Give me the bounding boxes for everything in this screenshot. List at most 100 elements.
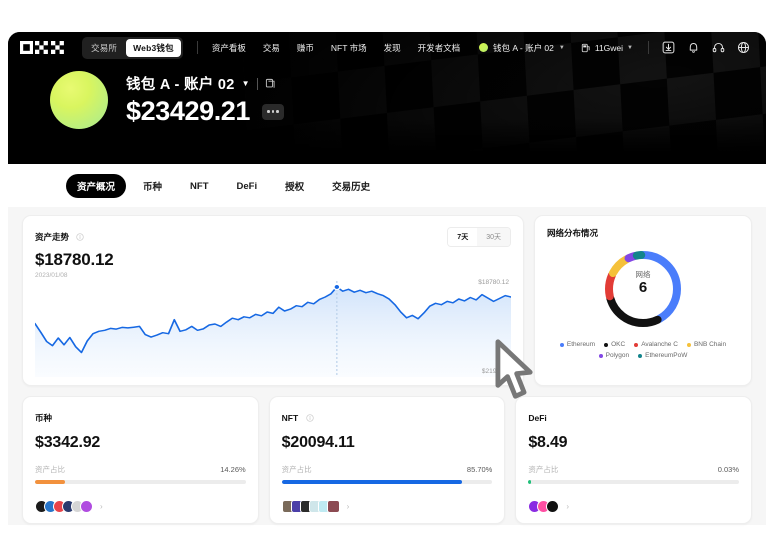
segment-exchange[interactable]: 交易所 [91,42,118,53]
bell-icon[interactable] [683,37,704,58]
asset-trend-chart[interactable]: $18780.12 $2190.26 [35,279,533,399]
chevron-right-icon[interactable]: › [100,502,103,511]
legend-dot-icon [638,353,643,358]
defi-icon-row[interactable]: › [528,500,739,513]
nft-card-title: NFT [281,413,299,423]
product-switcher: 交易所 Web3钱包 [82,36,183,59]
tokens-card: 币种 $3342.92 资产占比 14.26% › [22,396,259,524]
tab-nft[interactable]: NFT [190,180,209,192]
legend-item-avalanche-c[interactable]: Avalanche C [634,341,678,348]
tokens-card-header: 币种 [35,408,246,426]
total-balance: $23429.21 [126,96,251,126]
chevron-right-icon[interactable]: › [566,502,570,511]
token-avatar-stack [35,500,93,513]
nft-card: NFT $20094.11 资产占比 85.70% [268,396,506,524]
legend-dot-icon [686,342,691,347]
nft-ratio-row: 资产占比 85.70% [282,464,493,475]
defi-ratio-row: 资产占比 0.03% [528,464,739,475]
nav-link-developer-docs[interactable]: 开发者文档 [417,42,461,53]
asset-trend-header: 资产走势 $18780.12 2023/01/08 7天 30天 [35,227,511,279]
hero-bottom-fade [8,118,766,164]
asset-trend-heading: 资产走势 $18780.12 2023/01/08 [35,227,114,279]
more-options-icon[interactable] [262,103,285,120]
nav-link-trade[interactable]: 交易 [262,42,280,53]
donut-center-title: 网络 [635,270,651,279]
tab-defi[interactable]: DeFi [236,180,258,192]
donut-svg [605,251,681,327]
asset-trend-date: 2023/01/08 [35,272,68,279]
defi-progress-fill [528,480,531,484]
segment-web3-wallet[interactable]: Web3钱包 [126,38,181,57]
legend-label: Polygon [605,352,630,359]
gas-fee-selector[interactable]: 11Gwei ▼ [573,43,641,53]
nft-icon-row[interactable]: › [281,500,493,513]
headset-icon[interactable] [708,37,729,58]
gas-pump-icon [581,43,590,52]
nft-progress-fill [281,480,463,484]
legend-item-bnb-chain[interactable]: BNB Chain [686,341,726,348]
globe-icon[interactable] [733,37,754,58]
defi-progress-bar [528,480,740,484]
legend-item-polygon[interactable]: Polygon [598,352,630,359]
info-icon[interactable] [76,233,85,241]
defi-ratio-label: 资产占比 [528,465,559,474]
range-7-days[interactable]: 7天 [448,228,478,246]
chevron-down-icon: ▼ [558,44,565,51]
defi-card: DeFi $8.49 资产占比 0.03% › [515,396,753,524]
tokens-progress-bar [35,480,246,484]
avatar[interactable] [50,71,108,129]
nav-link-earn[interactable]: 赚币 [296,42,314,53]
dashboard-body: 资产走势 $18780.12 2023/01/08 7天 30天 [8,207,766,525]
legend-dot-icon [604,342,609,347]
dashboard-row-bottom: 币种 $3342.92 资产占比 14.26% › NFT [22,396,753,524]
legend-item-okc[interactable]: OKC [604,341,625,348]
chevron-right-icon[interactable]: › [346,502,350,511]
defi-ratio-value: 0.03% [717,465,740,474]
chart-y-top-label: $18780.12 [478,279,509,286]
gas-fee-label: 11Gwei [594,42,624,53]
tab-transaction-history[interactable]: 交易历史 [332,182,371,193]
asset-avatar-icon [326,500,340,513]
network-donut-chart: 网络 6 [547,243,739,335]
legend-dot-icon [598,353,603,358]
download-icon[interactable] [658,37,679,58]
tab-overview[interactable]: 资产概况 [66,174,127,198]
legend-item-ethereum[interactable]: Ethereum [559,341,596,348]
legend-label: Ethereum [566,341,596,348]
network-legend: Ethereum OKC Avalanche C BNB Chain [547,341,739,359]
okx-logo[interactable] [20,41,64,54]
donut-segment[interactable] [605,251,681,327]
range-30-days[interactable]: 30天 [477,228,510,246]
network-distribution-card: 网络分布情况 网络 6 Ethereum [534,215,752,386]
top-navigation-bar: 交易所 Web3钱包 资产看板 交易 赚币 NFT 市场 发现 开发者文档 钱包… [8,32,766,63]
tokens-ratio-row: 资产占比 14.26% [35,464,246,475]
account-selector[interactable]: 钱包 A - 账户 02 ▼ [471,42,573,54]
legend-row-1: Ethereum OKC Avalanche C BNB Chain [547,341,739,348]
nav-right-group: 钱包 A - 账户 02 ▼ 11Gwei ▼ [471,37,756,58]
tokens-card-title: 币种 [35,413,53,423]
hero-banner: 交易所 Web3钱包 资产看板 交易 赚币 NFT 市场 发现 开发者文档 钱包… [8,32,766,164]
tab-approvals[interactable]: 授权 [285,182,305,193]
defi-avatar-stack [528,500,560,513]
asset-trend-card: 资产走势 $18780.12 2023/01/08 7天 30天 [22,215,533,399]
donut-segment[interactable] [605,251,681,327]
tab-tokens[interactable]: 币种 [143,182,163,193]
nft-avatar-stack [281,500,340,513]
account-status-dot [478,43,488,52]
chevron-down-icon[interactable]: ▼ [241,79,250,88]
info-icon[interactable] [306,414,314,422]
legend-item-ethereumpow[interactable]: EthereumPoW [638,352,687,359]
nav-divider [648,41,649,54]
nav-link-nft-market[interactable]: NFT 市场 [330,42,367,53]
nft-ratio-value: 85.70% [466,465,493,474]
tokens-icon-row[interactable]: › [35,500,246,513]
nav-link-dashboard[interactable]: 资产看板 [211,42,246,53]
donut-segment[interactable] [605,251,681,327]
legend-label: Avalanche C [641,341,678,348]
nft-card-value: $20094.11 [281,434,355,451]
time-range-selector: 7天 30天 [447,227,511,247]
legend-label: OKC [611,341,626,348]
asset-trend-value: $18780.12 [35,250,114,269]
copy-icon[interactable] [265,78,276,89]
nav-link-discover[interactable]: 发现 [383,42,401,53]
